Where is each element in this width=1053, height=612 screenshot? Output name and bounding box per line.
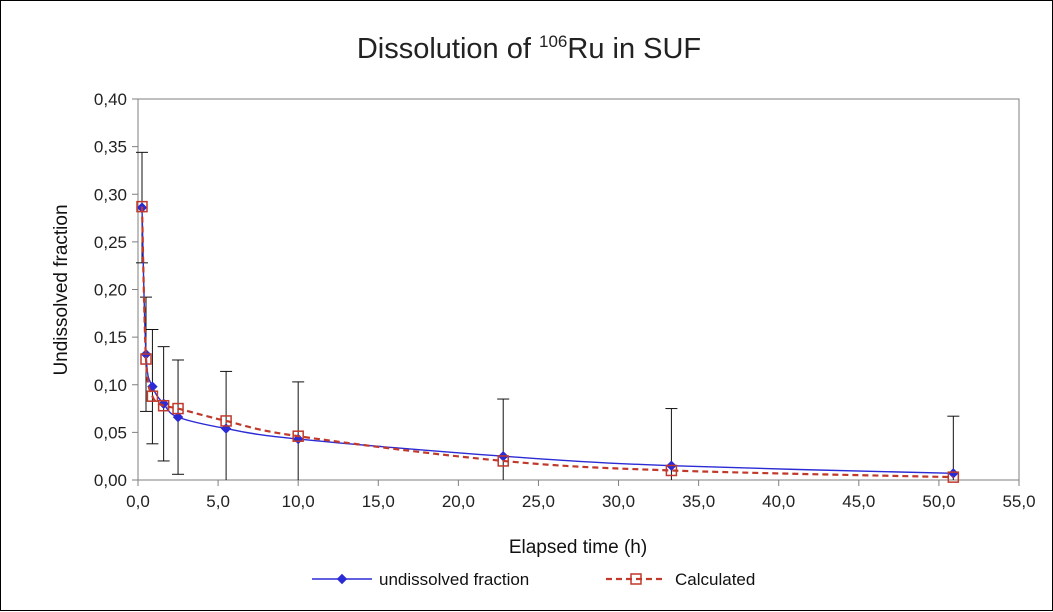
y-tick-label: 0,30	[94, 185, 127, 204]
chart-title-superscript: 106	[539, 32, 567, 51]
plot-area	[137, 98, 1020, 481]
x-axis-ticks: 0,0 5,0 10,0 15,0 20,0 25,0 30,0 35,0 40,0 45,0 50…	[126, 480, 1036, 511]
y-tick-label: 0,15	[94, 328, 127, 347]
data-point	[292, 430, 304, 442]
legend-label: undissolved fraction	[379, 570, 529, 589]
legend-label: Calculated	[675, 570, 755, 589]
x-tick-label: 20,0	[442, 492, 475, 511]
legend-marker	[336, 573, 348, 585]
x-tick-label: 0,0	[126, 492, 150, 511]
data-point	[158, 398, 169, 410]
series-calculated	[136, 200, 960, 483]
data-point	[136, 200, 148, 213]
chart-title-prefix: Dissolution of	[357, 33, 539, 65]
y-tick-label: 0,25	[94, 233, 127, 252]
data-point	[157, 399, 170, 412]
x-tick-label: 50,0	[922, 492, 955, 511]
x-tick-label: 40,0	[762, 492, 795, 511]
chart-title: Dissolution of 106Ru in SUF	[357, 32, 701, 65]
x-tick-label: 45,0	[842, 492, 875, 511]
y-tick-label: 0,40	[94, 90, 127, 109]
data-point	[497, 455, 509, 467]
y-tick-label: 0,10	[94, 376, 127, 395]
x-tick-label: 15,0	[362, 492, 395, 511]
x-tick-label: 25,0	[522, 492, 555, 511]
chart-title-suffix: Ru in SUF	[567, 33, 701, 65]
legend-item: Calculated	[606, 570, 755, 589]
y-tick-label: 0,05	[94, 423, 127, 442]
data-point	[140, 353, 152, 365]
data-point	[146, 390, 159, 402]
x-tick-label: 35,0	[682, 492, 715, 511]
x-tick-label: 5,0	[206, 492, 230, 511]
x-tick-label: 55,0	[1002, 492, 1035, 511]
data-point	[220, 415, 232, 427]
legend-marker	[630, 573, 642, 585]
x-tick-label: 30,0	[602, 492, 635, 511]
y-tick-label: 0,00	[94, 471, 127, 490]
series-layer	[136, 200, 960, 483]
series-line	[140, 206, 954, 479]
data-point	[172, 402, 184, 415]
data-point	[172, 411, 184, 423]
x-tick-label: 10,0	[282, 492, 315, 511]
y-axis-ticks: 0,00 0,05 0,10 0,15 0,20 0,25 0,30 0,35 0,40	[94, 90, 138, 490]
data-point	[665, 464, 678, 477]
legend-item: undissolved fraction	[312, 570, 529, 589]
y-axis-label: Undissolved fraction	[51, 204, 72, 375]
y-tick-label: 0,20	[94, 281, 127, 300]
legend: undissolved fraction Calculated	[312, 570, 755, 589]
y-tick-label: 0,35	[94, 138, 127, 157]
data-point	[947, 471, 960, 483]
x-axis-label: Elapsed time (h)	[509, 537, 647, 558]
